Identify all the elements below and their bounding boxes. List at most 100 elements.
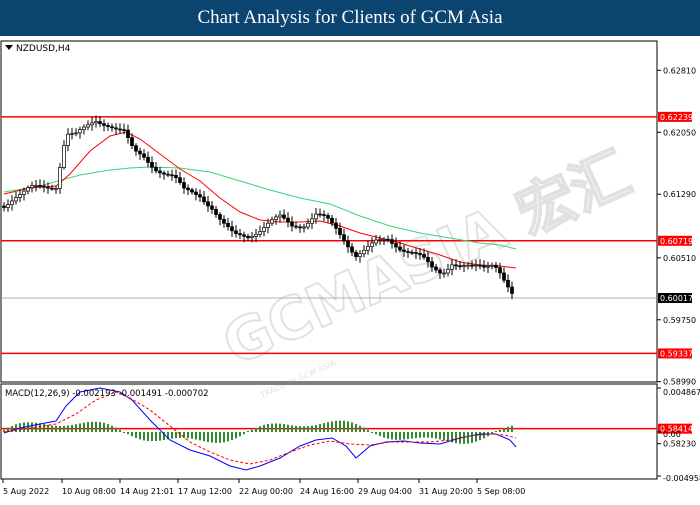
candle-body [166, 173, 170, 176]
level-0.58414-price-label: 0.58414 [660, 425, 693, 434]
macd-histogram-bar [423, 432, 425, 438]
candle-body [274, 216, 278, 220]
price-tick-label: 0.62810 [663, 66, 696, 75]
candle-body [386, 238, 390, 241]
chart-window[interactable]: GCMASIA 宏汇 TRADE BY GCM ASIA 0.653650.64… [0, 4, 700, 500]
candle-body [358, 253, 362, 258]
macd-histogram-bar [395, 432, 397, 440]
candle-body [74, 132, 78, 135]
macd-histogram-bar [339, 420, 341, 432]
candle-body [134, 145, 138, 152]
candle-body [62, 145, 66, 168]
macd-histogram-bar [55, 425, 57, 432]
candle-body [42, 185, 46, 188]
macd-histogram-bar [267, 424, 269, 432]
macd-histogram-bar [387, 432, 389, 439]
candle-body [266, 222, 270, 228]
macd-histogram-bar [99, 422, 101, 432]
macd-histogram-bar [415, 432, 417, 439]
candle-body [406, 251, 410, 253]
candle-body [162, 172, 166, 175]
candle-body [254, 233, 258, 237]
macd-histogram-bar [151, 432, 153, 442]
candle-body [30, 185, 34, 188]
candle-body [250, 236, 254, 239]
candle-body [310, 218, 314, 224]
price-chart[interactable]: GCMASIA 宏汇 TRADE BY GCM ASIA 0.653650.64… [0, 4, 700, 500]
macd-histogram-bar [47, 424, 49, 432]
macd-histogram-bar [87, 422, 89, 432]
candle-body [294, 225, 298, 228]
candle-body [78, 129, 82, 134]
candle-body [350, 246, 354, 253]
candle-body [262, 227, 266, 232]
macd-histogram-bar [307, 426, 309, 432]
current-price-box [658, 293, 692, 303]
price-tick-label: 0.58230 [663, 440, 696, 449]
macd-histogram-bar [327, 422, 329, 432]
candle-body [498, 267, 502, 274]
candle-body [10, 200, 14, 205]
macd-histogram-bar [231, 432, 233, 441]
macd-histogram-bar [175, 432, 177, 439]
symbol-dropdown-icon[interactable] [5, 45, 13, 50]
macd-histogram-bar [351, 422, 353, 432]
candle-body [70, 133, 74, 135]
candle-body [394, 243, 398, 248]
chart-title-banner: Chart Analysis for Clients of GCM Asia [0, 0, 700, 36]
macd-histogram-bar [507, 426, 509, 432]
candle-body [278, 214, 282, 218]
candle-body [334, 222, 338, 229]
candle-body [214, 208, 218, 215]
macd-histogram-bar [203, 432, 205, 442]
level-0.59337-price-label: 0.59337 [660, 349, 693, 358]
candle-body [90, 122, 94, 126]
candle-body [230, 226, 234, 232]
macd-histogram-bar [235, 432, 237, 439]
candle-body [138, 150, 142, 155]
candle-body [158, 170, 162, 174]
candle-body [418, 253, 422, 255]
macd-histogram-bar [43, 424, 45, 432]
macd-histogram-bar [295, 425, 297, 432]
macd-histogram-bar [371, 432, 373, 433]
candle-body [426, 256, 430, 263]
macd-indicator: 0.004867 0.00 -0.004958 [3, 387, 700, 483]
time-label: 31 Aug 20:00 [419, 487, 473, 496]
candle-body [346, 240, 350, 248]
candle-body [82, 126, 86, 130]
macd-histogram-bar [383, 432, 385, 438]
price-tick-label: 0.58990 [663, 378, 696, 387]
candle-body [318, 213, 322, 216]
candle-body [270, 219, 274, 224]
candle-body [198, 194, 202, 198]
macd-histogram-bar [319, 424, 321, 432]
candle-body [382, 238, 386, 241]
candle-body [38, 185, 42, 187]
level-0.59337-price-box [658, 348, 692, 359]
candle-body [298, 226, 302, 229]
macd-histogram-bar [495, 431, 497, 432]
level-0.62239-price-box [658, 111, 692, 122]
macd-histogram-bar [63, 425, 65, 432]
macd-histogram-bar [3, 429, 5, 432]
macd-label: MACD(12,26,9) -0.002193 -0.001491 -0.000… [5, 389, 209, 399]
candle-body [106, 125, 110, 128]
candle-body [154, 166, 158, 172]
candle-body [314, 213, 318, 220]
macd-histogram-bar [303, 426, 305, 432]
candle-body [450, 264, 454, 270]
time-label: 5 Sep 08:00 [477, 487, 525, 496]
candle-body [246, 235, 250, 239]
macd-histogram-bar [215, 432, 217, 443]
main-panel [0, 40, 658, 383]
macd-histogram-bar [111, 425, 113, 432]
macd-histogram-bar [191, 432, 193, 439]
candle-body [86, 124, 90, 128]
candle-body [466, 264, 470, 267]
candle-body [374, 239, 378, 244]
macd-histogram-bar [223, 432, 225, 443]
macd-histogram-bar [27, 422, 29, 432]
candle-body [342, 234, 346, 242]
time-label: 29 Aug 04:00 [358, 487, 412, 496]
